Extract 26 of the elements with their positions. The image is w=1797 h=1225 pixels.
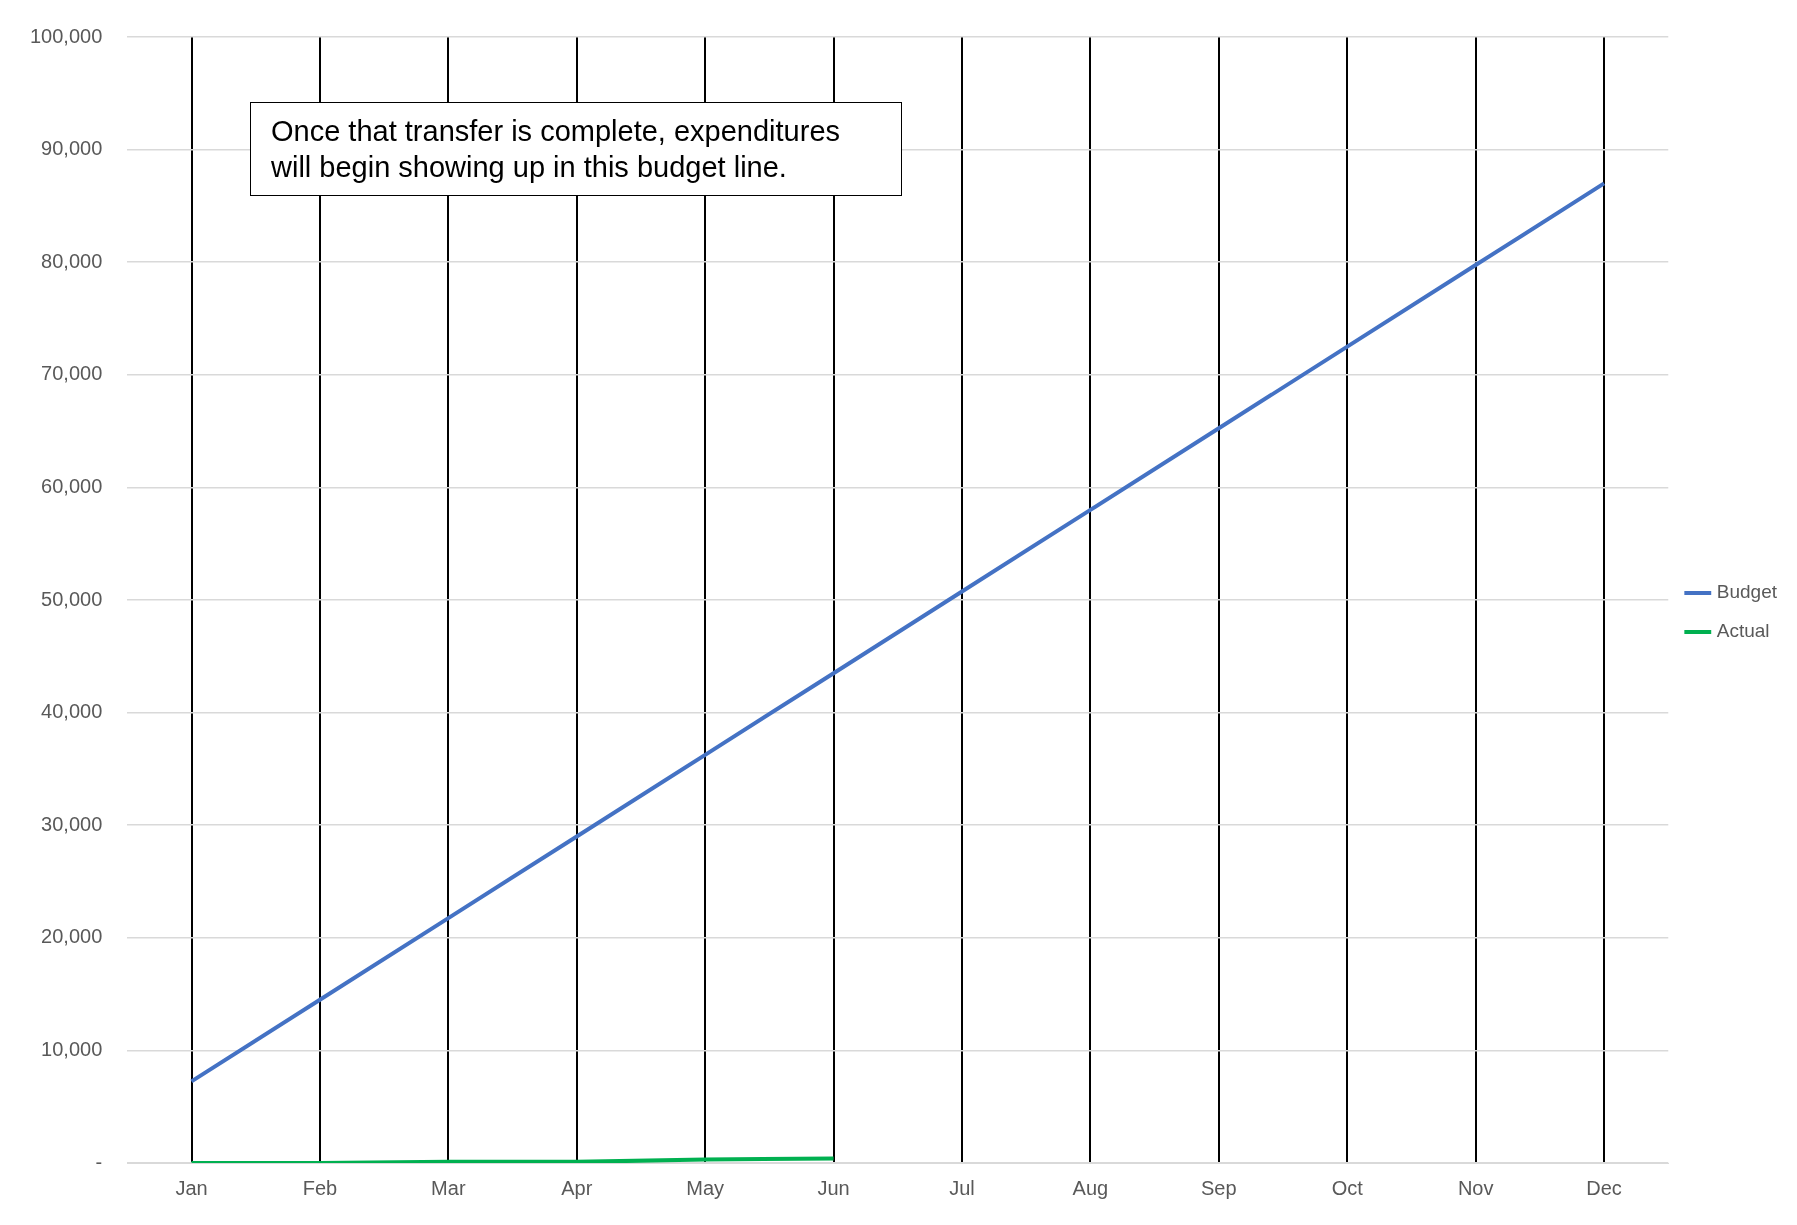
x-tick-label: Dec: [1586, 1176, 1622, 1199]
x-tick-label: May: [686, 1176, 725, 1199]
x-tick-label: Apr: [561, 1176, 593, 1199]
x-tick-label: Mar: [431, 1176, 466, 1199]
y-tick-label: 80,000: [41, 249, 103, 272]
y-tick-label: 100,000: [30, 24, 103, 47]
x-tick-label: Jun: [817, 1176, 850, 1199]
x-tick-label: Sep: [1201, 1176, 1237, 1199]
x-tick-label: Oct: [1331, 1176, 1364, 1199]
x-tick-label: Jan: [175, 1176, 208, 1199]
x-tick-label: Aug: [1072, 1176, 1109, 1199]
y-tick-label: 30,000: [41, 812, 103, 835]
y-tick-label: 60,000: [41, 474, 103, 497]
x-tick-label: Nov: [1457, 1176, 1494, 1199]
y-tick-label: -: [95, 1150, 103, 1173]
y-tick-label: 10,000: [41, 1037, 103, 1060]
y-tick-label: 20,000: [41, 925, 103, 948]
x-tick-label: Feb: [302, 1176, 338, 1199]
legend-label: Budget: [1716, 581, 1778, 603]
y-tick-label: 90,000: [41, 137, 103, 160]
legend-label: Actual: [1716, 620, 1770, 642]
annotation: Once that transfer is complete, expenditures will begin showing up in this budget line.: [250, 102, 902, 196]
y-tick-label: 50,000: [41, 587, 103, 610]
y-tick-label: 40,000: [41, 700, 103, 723]
y-tick-label: 70,000: [41, 362, 103, 385]
x-tick-label: Jul: [949, 1176, 975, 1199]
